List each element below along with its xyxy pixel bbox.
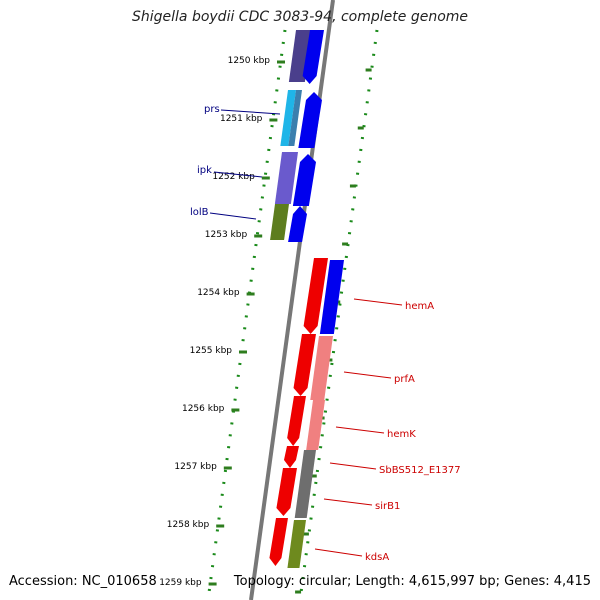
genome-summary-text: Topology: circular; Length: 4,615,997 bp… <box>233 574 591 589</box>
kbp-tick-label: 1255 kbp <box>190 346 233 356</box>
reverse-gene-arrow <box>269 518 288 566</box>
gene-leader-line <box>213 171 263 178</box>
gene-leader-line <box>314 548 363 557</box>
reverse-gene-arrow <box>283 446 299 468</box>
kbp-tick-label: 1258 kbp <box>167 520 210 530</box>
gene-label: hemK <box>387 429 416 440</box>
kbp-tick-label: 1257 kbp <box>174 462 217 472</box>
gene-leader-line <box>323 498 373 506</box>
forward-gene-arrow <box>319 260 344 334</box>
gene-label: prfA <box>394 374 415 385</box>
left-gene-labels: prs ipk lolB <box>190 104 281 220</box>
reverse-gene-arrow <box>293 334 316 396</box>
gene-leader-line <box>343 371 392 379</box>
gene-block-hemk <box>306 400 325 450</box>
gene-label: ipk <box>197 165 212 176</box>
forward-gene-arrow <box>292 154 316 206</box>
reverse-gene-arrow <box>287 396 306 446</box>
kbp-ruler: 1250 kbp 1251 kbp 1252 kbp 1253 kbp 1254 kbp… <box>159 56 285 588</box>
reverse-gene-arrow <box>303 258 328 334</box>
gene-leader-line <box>335 426 385 434</box>
gene-label: lolB <box>190 207 209 218</box>
gene-leader-line <box>329 462 377 470</box>
gene-leader-line <box>353 298 403 306</box>
gene-label: sirB1 <box>375 501 400 512</box>
gene-block-prs-shade <box>288 90 302 146</box>
gene-label: kdsA <box>365 552 389 563</box>
gene-block-lolb <box>270 204 289 240</box>
kbp-tick-label: 1259 kbp <box>159 578 202 588</box>
gene-block-prfa <box>310 336 333 400</box>
kbp-tick-label: 1253 kbp <box>205 230 248 240</box>
gene-label: SbBS512_E1377 <box>379 465 461 476</box>
gene-block-ipk <box>274 152 298 204</box>
gene-block-kdsa <box>287 520 306 568</box>
gene-leader-line <box>220 109 281 115</box>
genome-title: Shigella boydii CDC 3083-94, complete ge… <box>131 9 469 25</box>
gene-label: prs <box>204 104 220 115</box>
kbp-tick-label: 1250 kbp <box>228 56 271 66</box>
gene-block-grey <box>300 450 316 472</box>
reverse-gene-arrow <box>276 468 297 516</box>
right-gene-labels: hemA prfA hemK SbBS512_E1377 sirB1 kdsA <box>314 298 461 563</box>
forward-gene-arrow <box>288 206 307 242</box>
forward-gene-arrow <box>298 92 322 148</box>
accession-text: Accession: NC_010658 <box>9 574 157 589</box>
gene-blocks <box>269 30 344 568</box>
gene-block-sirb1 <box>294 472 313 518</box>
kbp-tick-label: 1251 kbp <box>220 114 263 124</box>
kbp-tick-label: 1256 kbp <box>182 404 225 414</box>
gene-block-prs <box>280 90 296 146</box>
forward-gene-arrow <box>302 30 324 84</box>
kbp-tick-label: 1254 kbp <box>197 288 240 298</box>
kbp-tick-label: 1252 kbp <box>212 172 255 182</box>
gene-label: hemA <box>405 301 434 312</box>
gene-leader-line <box>209 212 257 220</box>
